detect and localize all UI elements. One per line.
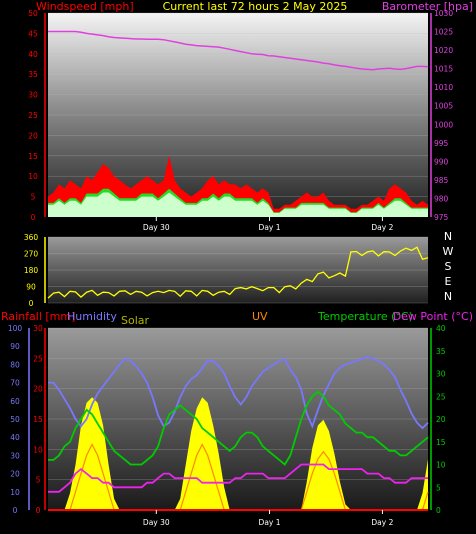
solar-axis-title: Solar [121, 314, 150, 327]
direction-tick-label: 270 [24, 250, 39, 259]
wind-x-tick-label: Day 1 [259, 223, 281, 232]
wind-x-axis-band [48, 217, 428, 234]
rainfall-axis-title: Rainfall [mm] [1, 310, 75, 323]
humidity-line [48, 356, 429, 430]
barometer-tick-label: 1025 [434, 28, 453, 37]
rainfall-tick-label: 0 [36, 506, 41, 515]
temperature-tick-label: 15 [436, 438, 446, 447]
dewpoint-line [48, 463, 428, 493]
wind-x-tick-label: Day 2 [371, 223, 393, 232]
temperature-tick-label: 30 [436, 370, 446, 379]
humidity-tick-label: 20 [10, 470, 20, 479]
humidity-tick-label: 100 [8, 324, 23, 333]
barometer-axis-title: Barometer [hpa] [382, 0, 473, 13]
dewpoint-axis-title: Dew Point (°C) [393, 310, 473, 323]
barometer-tick-label: 975 [434, 213, 449, 222]
temperature-tick-label: 40 [436, 324, 446, 333]
temperature-tick-label: 5 [436, 483, 441, 492]
barometer-tick-label: 980 [434, 194, 449, 203]
weather-x-tick-label: Day 2 [371, 518, 393, 527]
wind-average-area [48, 192, 428, 217]
direction-tick-label: 180 [24, 266, 39, 275]
compass-label: N [444, 290, 452, 303]
rainfall-tick-label: 30 [33, 324, 43, 333]
windspeed-tick-label: 5 [31, 193, 36, 202]
solar-area [48, 397, 428, 510]
barometer-line [48, 30, 429, 71]
barometer-tick-label: 1020 [434, 46, 453, 55]
windspeed-tick-label: 10 [28, 172, 38, 181]
temperature-axis-title: Temperature (°C) [317, 310, 413, 323]
direction-tick-label: 360 [24, 233, 39, 242]
direction-tick-label: 0 [29, 299, 34, 308]
wind-direction-line [47, 246, 429, 299]
rainfall-tick-label: 5 [36, 476, 41, 485]
barometer-tick-label: 1030 [434, 9, 453, 18]
temperature-tick-label: 25 [436, 392, 446, 401]
compass-label: W [443, 245, 454, 258]
humidity-tick-label: 40 [10, 433, 20, 442]
rainfall-tick-label: 15 [33, 415, 43, 424]
windspeed-tick-label: 45 [28, 29, 38, 38]
uv-axis-title: UV [252, 310, 268, 323]
windspeed-tick-label: 50 [28, 9, 38, 18]
humidity-tick-label: 30 [10, 451, 20, 460]
direction-tick-label: 90 [26, 283, 36, 292]
weather-x-tick-label: Day 30 [143, 518, 170, 527]
compass-label: S [445, 260, 452, 273]
humidity-tick-label: 50 [10, 415, 20, 424]
windspeed-tick-label: 40 [28, 50, 38, 59]
rainfall-tick-label: 25 [33, 354, 43, 363]
humidity-tick-label: 10 [10, 488, 20, 497]
humidity-tick-label: 90 [10, 342, 20, 351]
windspeed-tick-label: 30 [28, 91, 38, 100]
windspeed-tick-label: 0 [31, 213, 36, 222]
chart-title: Current last 72 hours 2 May 2025 [163, 0, 348, 13]
temperature-tick-label: 10 [436, 461, 446, 470]
weather-x-tick-label: Day 1 [259, 518, 281, 527]
temperature-tick-label: 35 [436, 347, 446, 356]
humidity-tick-label: 70 [10, 379, 20, 388]
windspeed-tick-label: 25 [28, 111, 38, 120]
windspeed-axis-title: Windspeed [mph] [36, 0, 134, 13]
rainfall-tick-label: 10 [33, 445, 43, 454]
barometer-tick-label: 1015 [434, 65, 453, 74]
humidity-axis-title: Humidity [67, 310, 117, 323]
barometer-tick-label: 1010 [434, 83, 453, 92]
barometer-tick-label: 995 [434, 139, 449, 148]
humidity-tick-label: 80 [10, 360, 20, 369]
windspeed-tick-label: 35 [28, 70, 38, 79]
temperature-tick-label: 0 [436, 506, 441, 515]
rainfall-tick-label: 20 [33, 385, 43, 394]
wind-x-tick-label: Day 30 [143, 223, 170, 232]
temperature-line [48, 390, 429, 466]
barometer-tick-label: 985 [434, 176, 449, 185]
compass-label: N [444, 230, 452, 243]
barometer-tick-label: 1000 [434, 120, 453, 129]
barometer-tick-label: 1005 [434, 102, 453, 111]
temperature-tick-label: 20 [436, 415, 446, 424]
humidity-tick-label: 60 [10, 397, 20, 406]
windspeed-tick-label: 15 [28, 152, 38, 161]
barometer-tick-label: 990 [434, 157, 449, 166]
windspeed-tick-label: 20 [28, 131, 38, 140]
compass-label: E [445, 275, 452, 288]
humidity-tick-label: 0 [13, 506, 18, 515]
